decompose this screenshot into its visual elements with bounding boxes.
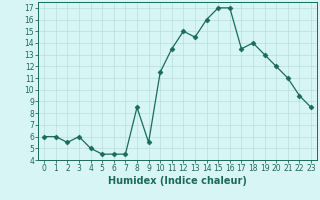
X-axis label: Humidex (Indice chaleur): Humidex (Indice chaleur) xyxy=(108,176,247,186)
